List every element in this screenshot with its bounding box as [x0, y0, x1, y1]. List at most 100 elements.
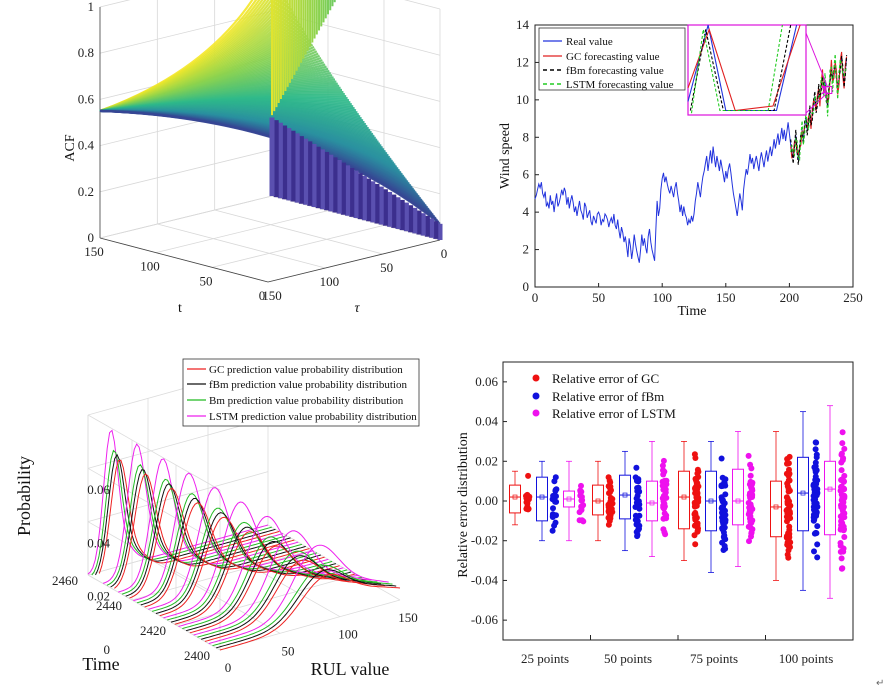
legend-label-lstm-err: Relative error of LSTM — [552, 406, 676, 421]
acf-grid-line — [99, 0, 131, 8]
ridgeline-rul-label: RUL value — [311, 659, 390, 679]
ridge-grid-line — [87, 574, 221, 651]
ridge-time-tick: 2460 — [52, 573, 78, 588]
error-point — [840, 499, 847, 506]
error-category-label: 100 points — [779, 651, 834, 666]
error-point — [636, 512, 643, 519]
error-point — [552, 474, 559, 481]
error-point — [811, 500, 818, 507]
acf-t-tick: 50 — [200, 273, 213, 288]
ridge-curve — [144, 502, 325, 608]
ridge-z-tick: 0.04 — [87, 535, 110, 550]
error-point — [813, 451, 820, 458]
acf-surface — [99, 0, 443, 240]
error-point — [786, 537, 792, 544]
error-point — [635, 527, 641, 534]
error-y-tick: -0.06 — [471, 612, 499, 627]
error-point — [838, 467, 845, 474]
inset-source-box — [825, 86, 833, 94]
wind-y-label: Wind speed — [498, 123, 513, 189]
ridgeline-panel: 0 0.02 0.04 0.06 0 50 100 150 2400 2420 2440 2460 P… — [14, 358, 420, 679]
error-point — [811, 506, 818, 513]
ridge-curve — [91, 449, 272, 576]
error-point — [692, 541, 699, 548]
acf-grid-line — [155, 210, 329, 254]
legend-dot-fbm — [532, 392, 540, 400]
error-point — [553, 512, 559, 519]
acf-t-tick: 150 — [84, 244, 104, 259]
error-point — [840, 527, 847, 534]
error-point — [785, 554, 792, 561]
wind-forecast-line — [790, 54, 848, 161]
error-point — [745, 452, 752, 459]
error-point — [748, 530, 755, 537]
error-mean-marker — [827, 486, 833, 492]
error-point — [721, 500, 728, 507]
ridgeline-time-label: Time — [82, 654, 119, 674]
return-mark: ↵ — [876, 678, 884, 689]
error-y-tick: -0.02 — [471, 533, 498, 548]
ridge-curve — [95, 453, 276, 576]
error-point — [786, 470, 793, 477]
error-mean-marker — [512, 494, 518, 500]
ridge-rul-tick: 0 — [225, 660, 232, 675]
error-point — [633, 495, 640, 502]
ridge-curve — [110, 469, 291, 588]
error-point — [607, 505, 614, 512]
legend-label-gc-err: Relative error of GC — [552, 371, 659, 386]
ridge-curve — [212, 564, 393, 647]
error-point — [839, 494, 846, 501]
error-category-label: 25 points — [521, 651, 569, 666]
error-category-label: 75 points — [690, 651, 738, 666]
error-mean-marker — [539, 494, 545, 500]
acf-grid-line — [99, 149, 273, 193]
legend-label-fbm: fBm forecasting value — [566, 65, 664, 77]
wind-x-tick: 250 — [843, 290, 863, 305]
error-point — [718, 455, 725, 462]
error-point — [636, 522, 643, 529]
ridge-curve — [129, 488, 310, 599]
wind-x-tick: 0 — [532, 290, 539, 305]
error-point — [748, 465, 755, 472]
error-point — [552, 519, 559, 526]
ridge-z-tick: 0.02 — [87, 589, 110, 604]
error-point — [719, 474, 726, 481]
error-mean-marker — [622, 492, 628, 498]
error-point — [810, 481, 817, 488]
inset-line — [690, 24, 783, 114]
ridge-curve — [216, 569, 397, 649]
error-point — [661, 468, 668, 475]
error-point — [660, 526, 667, 533]
error-point — [838, 450, 845, 457]
error-point — [812, 473, 819, 480]
acf-tau-tick: 50 — [380, 260, 393, 275]
inset-arrow-head — [820, 89, 827, 95]
error-point — [525, 472, 532, 479]
ridgeline-legend: GC prediction value probability distribu… — [182, 358, 420, 427]
error-point — [719, 526, 726, 533]
ridge-curve — [193, 530, 374, 636]
error-point — [812, 439, 819, 446]
error-point — [787, 515, 794, 522]
ridge-time-tick: 2400 — [184, 648, 210, 663]
error-point — [662, 486, 669, 493]
error-point — [526, 493, 533, 500]
wind-forecast-line — [790, 55, 848, 165]
error-point — [812, 466, 819, 473]
ridge-curve — [208, 544, 389, 645]
error-mean-marker — [708, 498, 714, 504]
ridge-curve — [174, 531, 355, 625]
error-point — [579, 503, 585, 510]
ridge-z-tick: 0.06 — [87, 482, 110, 497]
error-point — [839, 457, 846, 464]
acf-t-label: t — [178, 301, 182, 316]
wind-x-tick: 200 — [780, 290, 800, 305]
legend-label-gc-dist: GC prediction value probability distribu… — [209, 364, 403, 376]
ridgeline-ticks: 0 0.02 0.04 0.06 0 50 100 150 2400 2420 2440 2460 — [52, 482, 418, 675]
error-point — [814, 523, 821, 530]
error-point — [811, 516, 818, 523]
error-point — [663, 494, 670, 501]
error-point — [605, 514, 612, 521]
